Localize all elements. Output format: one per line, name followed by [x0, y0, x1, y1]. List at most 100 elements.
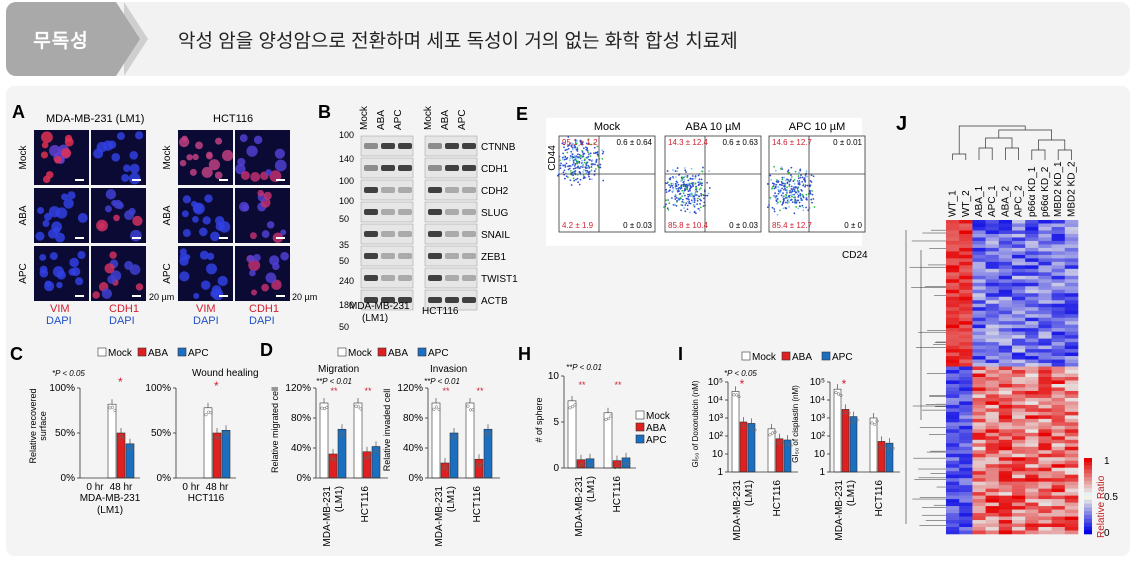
heatmap-cell: [1051, 233, 1066, 238]
group-label: (LM1): [97, 505, 123, 516]
flow-event: [691, 195, 693, 198]
heatmap-cell: [985, 363, 1000, 367]
heatmap-cell: [1051, 220, 1066, 224]
cell-nucleus: [251, 289, 258, 296]
heatmap-cell: [959, 251, 973, 256]
heatmap-cell: [972, 373, 986, 378]
heatmap-cell: [1038, 300, 1052, 305]
cell-nucleus: [56, 281, 63, 289]
heatmap-cell: [1012, 408, 1026, 413]
flow-event: [669, 189, 671, 192]
heatmap-cell: [972, 338, 986, 343]
flow-event: [568, 142, 571, 145]
heatmap-cell: [1038, 436, 1052, 441]
flow-event: [685, 188, 688, 190]
heatmap-cell: [1012, 485, 1026, 489]
heatmap-cell: [972, 457, 986, 462]
heatmap-cell: [1025, 366, 1039, 371]
flow-event: [679, 196, 682, 199]
heatmap-cell: [959, 321, 973, 325]
cell-nucleus: [46, 171, 54, 179]
heatmap-cell: [946, 467, 960, 472]
cell-nucleus: [215, 137, 223, 145]
y-tick-label: 0%: [297, 473, 312, 484]
heatmap-cell: [998, 485, 1013, 489]
heatmap-cell: [1038, 520, 1052, 524]
flow-event: [686, 184, 689, 187]
flow-event: [793, 182, 796, 185]
heatmap-cell: [946, 303, 960, 308]
cell-nucleus: [77, 250, 86, 260]
heatmap-cell: [1025, 237, 1039, 242]
heatmap-cell: [1038, 499, 1052, 503]
flow-event: [572, 174, 574, 177]
heatmap-cell: [1051, 226, 1066, 231]
panel-a-cdh1-label: CDH1: [109, 303, 139, 315]
flow-event: [789, 178, 792, 181]
data-point: [891, 446, 895, 450]
y-tick-label: 10: [814, 449, 826, 460]
heatmap-cell: [998, 220, 1013, 224]
heatmap-cell: [985, 467, 1000, 472]
colorbar-step: [1084, 492, 1092, 497]
flow-event: [565, 175, 568, 178]
heatmap-cell: [1051, 331, 1066, 336]
heatmap-cell: [1038, 223, 1052, 228]
heatmap-cell: [1038, 457, 1052, 462]
panel-j-dendrogram: [905, 125, 1072, 526]
cell-nucleus: [107, 140, 117, 149]
bar: [603, 412, 613, 469]
heatmap-cell: [985, 233, 1000, 238]
blot-band: [398, 209, 412, 215]
panel-a-row-label: APC: [162, 263, 173, 284]
flow-event: [686, 175, 689, 177]
heatmap-cell: [1025, 516, 1039, 521]
heatmap-cell: [1025, 436, 1039, 441]
data-point: [377, 449, 381, 453]
flow-event: [785, 191, 788, 194]
heatmap-cell: [959, 464, 973, 469]
colorbar-step: [1084, 480, 1092, 485]
bar: [841, 409, 850, 473]
flow-event: [575, 140, 578, 143]
heatmap-cell: [972, 383, 986, 388]
flow-event: [561, 142, 564, 145]
mw-marker: 50: [339, 322, 349, 332]
heatmap-cell: [1038, 251, 1052, 256]
flow-event: [556, 174, 559, 177]
heatmap-cell: [1064, 443, 1079, 448]
data-point: [588, 464, 593, 468]
heatmap-cell: [959, 383, 973, 388]
heatmap-cell: [1025, 317, 1039, 322]
heatmap-cell: [959, 240, 973, 245]
flow-event: [793, 188, 796, 191]
heatmap-cell: [1064, 450, 1079, 455]
heatmap-cell: [1064, 331, 1079, 336]
panel-b-cell1a: MDA-MB-231: [349, 301, 410, 312]
flow-event: [596, 153, 599, 156]
heatmap-cell: [1012, 237, 1026, 242]
blot-band: [462, 231, 476, 237]
bar: [567, 400, 577, 469]
heatmap-cell: [1012, 352, 1026, 357]
heatmap-cell: [972, 443, 986, 448]
flow-event: [781, 168, 784, 171]
data-point: [753, 428, 757, 432]
heatmap-cell: [1025, 513, 1039, 517]
cell-nucleus: [263, 191, 272, 200]
heatmap-cell: [959, 485, 973, 489]
cell-nucleus: [113, 214, 120, 222]
heatmap-cell: [1064, 488, 1079, 493]
heatmap-cell: [972, 478, 986, 482]
flow-event: [564, 164, 566, 167]
bar: [328, 453, 338, 479]
flow-event: [664, 182, 667, 185]
heatmap-cell: [1038, 230, 1052, 235]
blot-band: [445, 209, 459, 215]
flow-event: [571, 142, 574, 145]
heatmap-cell: [998, 265, 1013, 270]
heatmap-cell: [998, 328, 1013, 332]
heatmap-cell: [1038, 527, 1052, 531]
heatmap-cell: [1025, 481, 1039, 486]
heatmap-cell: [946, 520, 960, 524]
